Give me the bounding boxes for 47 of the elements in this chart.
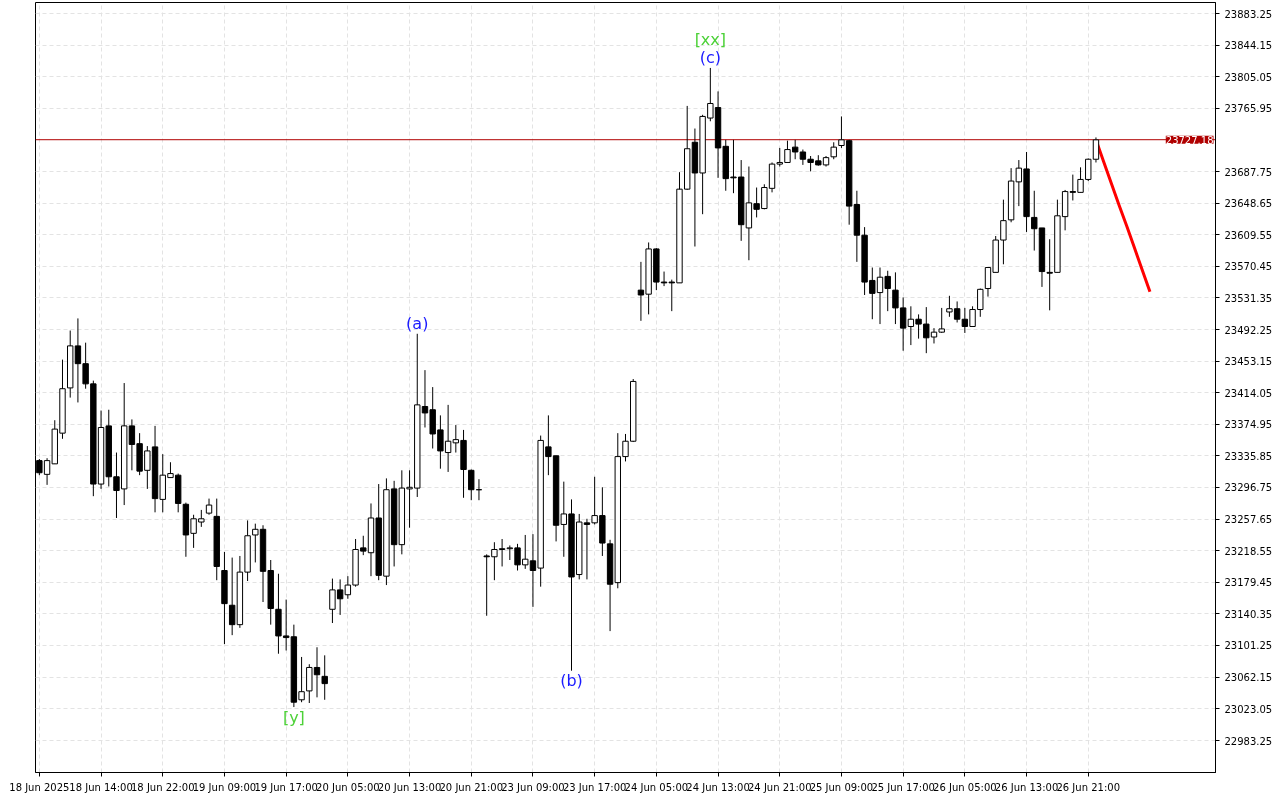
y-tick-label: 23805.05: [1224, 71, 1273, 83]
x-tick-label: 26 Jun 05:00: [933, 781, 997, 793]
annotation: (c): [699, 48, 721, 68]
y-tick-label: 23179.45: [1224, 577, 1273, 589]
y-tick-label: 23023.05: [1224, 703, 1273, 715]
x-tick-label: 26 Jun 13:00: [994, 781, 1059, 793]
y-tick-label: 23609.55: [1224, 229, 1273, 241]
x-tick-label: 24 Jun 13:00: [686, 781, 750, 793]
x-tick-label: 25 Jun 09:00: [809, 781, 874, 793]
x-tick-label: 20 Jun 05:00: [316, 781, 380, 793]
y-tick-label: 23531.35: [1224, 292, 1273, 304]
y-tick-label: 23374.95: [1224, 419, 1273, 431]
y-tick-label: 23687.75: [1224, 166, 1273, 178]
y-tick-label: 23140.35: [1224, 608, 1273, 620]
x-tick-label: 19 Jun 17:00: [254, 781, 318, 793]
annotation: (a): [406, 314, 429, 334]
candlestick: [321, 654, 328, 701]
x-tick-label: 23 Jun 09:00: [501, 781, 565, 793]
annotation: [y]: [282, 707, 305, 727]
y-tick-label: 23648.65: [1224, 198, 1273, 210]
x-tick-label: 24 Jun 05:00: [624, 781, 689, 793]
ref-line-label: 23727.18: [1165, 134, 1214, 146]
candlestick: [938, 307, 945, 334]
x-tick-label: 25 Jun 17:00: [871, 781, 935, 793]
y-tick-label: 23883.25: [1224, 8, 1273, 20]
x-tick-label: 18 Jun 2025: [9, 781, 70, 793]
x-tick-label: 24 Jun 21:00: [747, 781, 812, 793]
y-tick-label: 23570.45: [1224, 261, 1273, 273]
y-tick-label: 23492.25: [1224, 324, 1273, 336]
y-tick-label: 23414.05: [1224, 387, 1273, 399]
x-tick-label: 20 Jun 13:00: [377, 781, 442, 793]
y-tick-label: 23296.75: [1224, 482, 1273, 494]
y-tick-label: 23062.15: [1224, 672, 1273, 684]
y-tick-label: 23101.25: [1224, 640, 1273, 652]
annotation: [xx]: [694, 30, 727, 50]
annotation: (b): [560, 671, 583, 691]
y-tick-label: 23335.85: [1224, 450, 1273, 462]
y-tick-label: 22983.25: [1224, 735, 1273, 747]
y-tick-label: 23765.95: [1224, 103, 1273, 115]
y-tick-label: 23453.15: [1224, 356, 1273, 368]
y-tick-label: 23844.15: [1224, 40, 1273, 52]
x-tick-label: 23 Jun 17:00: [562, 781, 627, 793]
y-tick-label: 23257.65: [1224, 514, 1273, 526]
x-tick-label: 26 Jun 21:00: [1056, 781, 1121, 793]
y-tick-label: 23218.55: [1224, 545, 1273, 557]
x-tick-label: 20 Jun 21:00: [439, 781, 504, 793]
x-tick-label: 18 Jun 14:00: [69, 781, 133, 793]
